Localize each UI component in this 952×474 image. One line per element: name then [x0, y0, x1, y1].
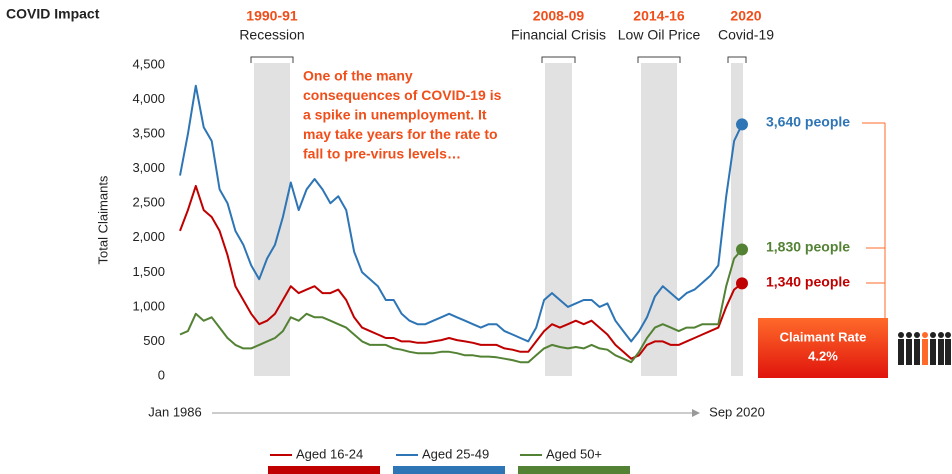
y-tick-label: 1,500	[132, 264, 165, 279]
legend-bar	[518, 466, 630, 474]
period-years: 2008-09	[533, 8, 585, 24]
rate-box-value: 4.2%	[808, 348, 838, 363]
x-tick-label: Sep 2020	[709, 404, 765, 419]
annotation: fall to pre-virus levels…	[303, 146, 461, 162]
legend-label: Aged 25-49	[422, 446, 489, 461]
y-tick-label: 0	[158, 367, 165, 382]
y-tick-label: 2,500	[132, 195, 165, 210]
y-tick-label: 4,500	[132, 56, 165, 71]
series-line	[179, 84, 743, 343]
y-tick-label: 3,500	[132, 126, 165, 141]
x-tick-label: Jan 1986	[148, 404, 202, 419]
y-tick-label: 1,000	[132, 298, 165, 313]
legend-label: Aged 50+	[546, 446, 602, 461]
end-point	[736, 243, 748, 256]
period-years: 2020	[730, 8, 761, 24]
annotation: may take years for the rate to	[303, 126, 498, 142]
y-axis-label: Total Claimants	[95, 175, 110, 264]
rate-box	[758, 318, 888, 378]
annotation: One of the many	[303, 68, 413, 84]
chart-title: COVID Impact	[6, 6, 100, 22]
series-line	[179, 184, 743, 360]
period-label: Financial Crisis	[511, 27, 606, 43]
annotation: a spike in unemployment. It	[303, 107, 487, 123]
y-tick-label: 3,000	[132, 160, 165, 175]
y-tick-label: 2,000	[132, 229, 165, 244]
period-years: 1990-91	[246, 8, 298, 24]
end-label: 3,640 people	[766, 114, 850, 130]
people-icons	[898, 332, 951, 365]
end-point	[736, 118, 748, 131]
period-bracket	[727, 56, 747, 63]
y-tick-label: 4,000	[132, 91, 165, 106]
period-band	[545, 63, 572, 376]
period-label: Covid-19	[718, 27, 774, 43]
period-bracket	[637, 56, 681, 63]
time-arrow-head	[692, 409, 700, 417]
period-band	[641, 63, 677, 376]
end-label: 1,340 people	[766, 274, 850, 290]
end-point	[736, 277, 748, 290]
legend-bar	[268, 466, 380, 474]
annotation: consequences of COVID-19 is	[303, 87, 502, 103]
period-years: 2014-16	[633, 8, 685, 24]
rate-box-title: Claimant Rate	[780, 329, 867, 344]
period-bracket	[250, 56, 294, 63]
legend-label: Aged 16-24	[296, 446, 363, 461]
legend-bar	[393, 466, 505, 474]
period-label: Recession	[239, 27, 304, 43]
period-label: Low Oil Price	[618, 27, 701, 43]
y-tick-label: 500	[143, 333, 165, 348]
end-label: 1,830 people	[766, 239, 850, 255]
period-band	[731, 63, 743, 376]
period-bracket	[541, 56, 576, 63]
series-line	[179, 248, 743, 364]
